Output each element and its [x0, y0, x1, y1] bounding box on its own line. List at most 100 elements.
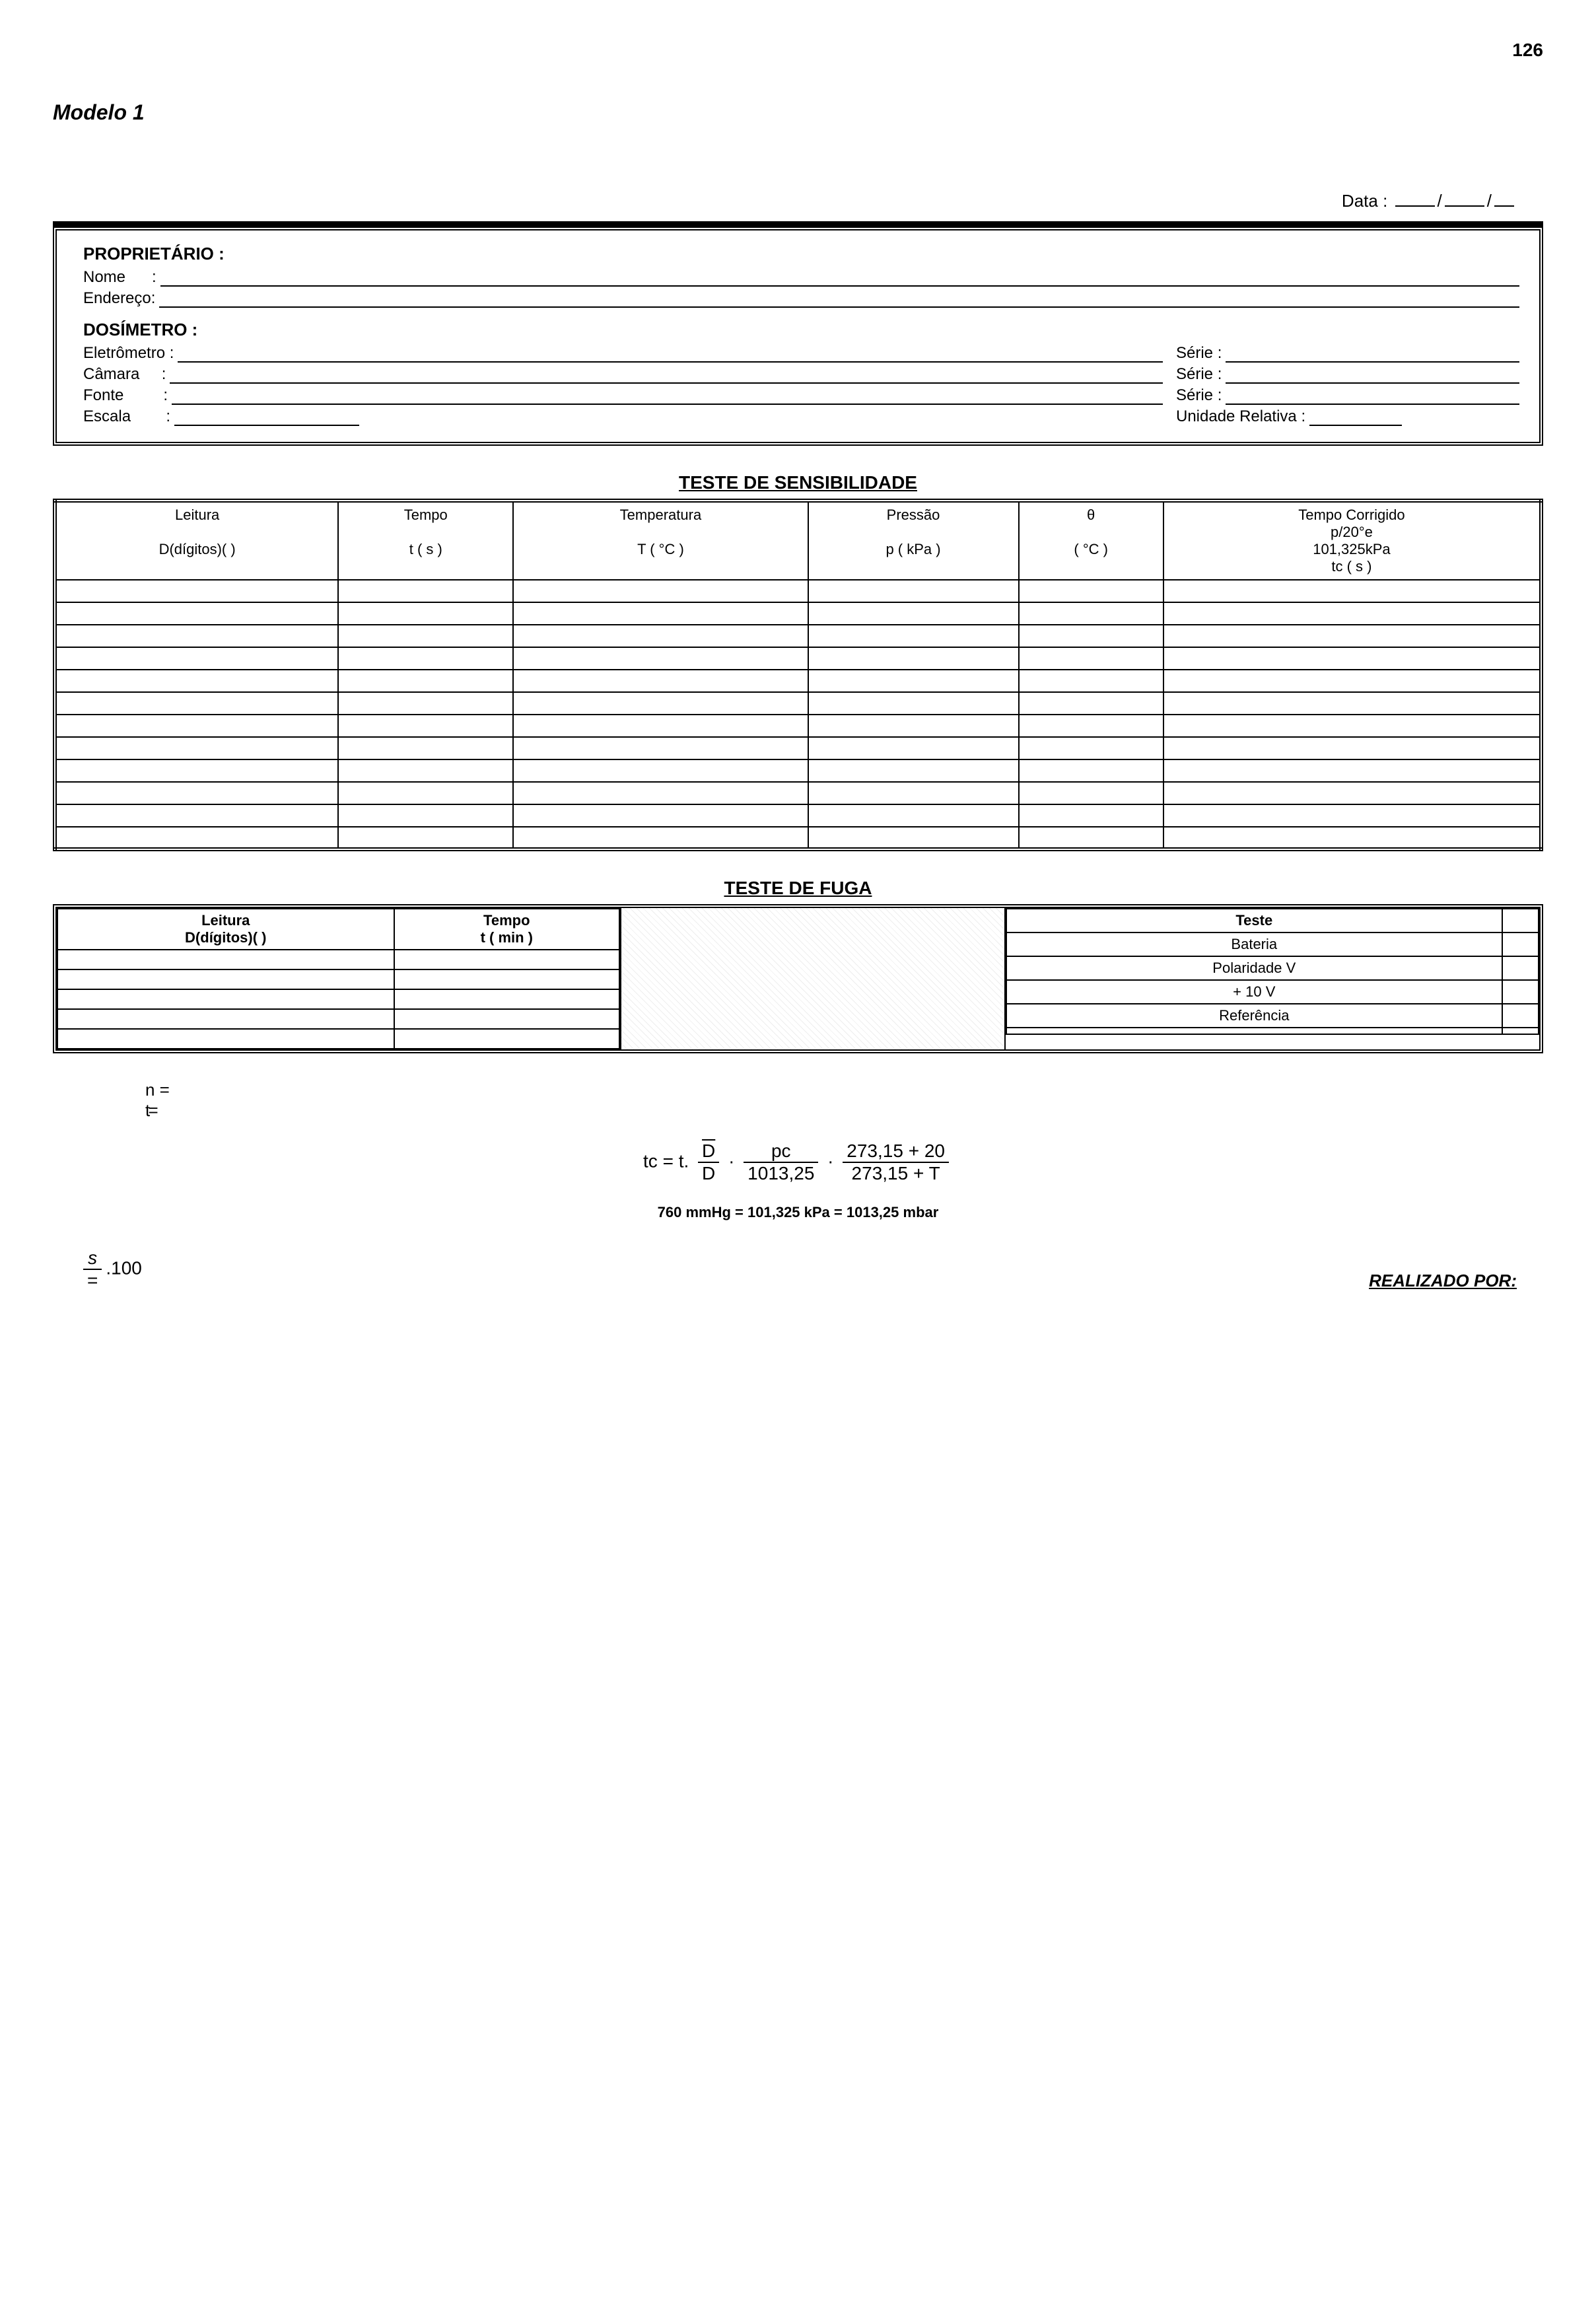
- table-cell[interactable]: [808, 670, 1019, 692]
- table-cell[interactable]: [1019, 737, 1163, 759]
- table-cell[interactable]: [394, 950, 620, 969]
- teste-value[interactable]: [1502, 1004, 1539, 1028]
- table-cell[interactable]: [338, 602, 513, 625]
- teste-value[interactable]: [1502, 980, 1539, 1004]
- table-cell[interactable]: [1019, 647, 1163, 670]
- table-cell[interactable]: [513, 827, 808, 849]
- table-cell[interactable]: [513, 670, 808, 692]
- serie-blank-3[interactable]: [1226, 389, 1519, 405]
- table-cell[interactable]: [513, 580, 808, 602]
- table-cell[interactable]: [808, 827, 1019, 849]
- table-cell[interactable]: [808, 692, 1019, 715]
- table-cell[interactable]: [1163, 692, 1541, 715]
- table-cell[interactable]: [1163, 647, 1541, 670]
- table-cell[interactable]: [1163, 602, 1541, 625]
- table-cell[interactable]: [1163, 715, 1541, 737]
- fonte-blank[interactable]: [172, 389, 1163, 405]
- table-cell[interactable]: [513, 647, 808, 670]
- table-cell[interactable]: [1163, 670, 1541, 692]
- unidade-label: Unidade Relativa :: [1176, 407, 1305, 426]
- table-cell[interactable]: [55, 759, 338, 782]
- table-cell[interactable]: [57, 989, 394, 1009]
- table-cell[interactable]: [55, 625, 338, 647]
- table-cell[interactable]: [55, 580, 338, 602]
- table-cell[interactable]: [57, 950, 394, 969]
- table-row: [57, 969, 619, 989]
- table-cell[interactable]: [338, 715, 513, 737]
- table-cell[interactable]: [394, 1029, 620, 1049]
- table-cell[interactable]: [513, 759, 808, 782]
- table-cell[interactable]: [513, 804, 808, 827]
- table-cell[interactable]: [338, 625, 513, 647]
- table-cell[interactable]: [55, 782, 338, 804]
- table-cell[interactable]: [1019, 759, 1163, 782]
- table-cell[interactable]: [338, 580, 513, 602]
- table-cell[interactable]: [513, 715, 808, 737]
- table-cell[interactable]: [1019, 580, 1163, 602]
- serie-blank-2[interactable]: [1226, 368, 1519, 384]
- table-cell[interactable]: [1019, 827, 1163, 849]
- table-cell[interactable]: [808, 647, 1019, 670]
- teste-value[interactable]: [1502, 1028, 1539, 1034]
- table-cell[interactable]: [57, 1009, 394, 1029]
- table-cell[interactable]: [1163, 782, 1541, 804]
- table-cell[interactable]: [808, 715, 1019, 737]
- camara-blank[interactable]: [170, 368, 1163, 384]
- table-cell[interactable]: [55, 602, 338, 625]
- table-cell[interactable]: [513, 625, 808, 647]
- table-cell[interactable]: [57, 1029, 394, 1049]
- table-cell[interactable]: [338, 759, 513, 782]
- table-cell[interactable]: [55, 647, 338, 670]
- table-cell[interactable]: [1019, 625, 1163, 647]
- table-cell[interactable]: [55, 804, 338, 827]
- table-cell[interactable]: [1163, 625, 1541, 647]
- teste-value[interactable]: [1502, 956, 1539, 980]
- table-cell[interactable]: [55, 715, 338, 737]
- table-cell[interactable]: [1163, 737, 1541, 759]
- table-cell[interactable]: [1163, 804, 1541, 827]
- table-cell[interactable]: [1019, 715, 1163, 737]
- table-cell[interactable]: [57, 969, 394, 989]
- table-cell[interactable]: [338, 737, 513, 759]
- table-cell[interactable]: [338, 827, 513, 849]
- table-cell[interactable]: [513, 737, 808, 759]
- table-cell[interactable]: [1019, 804, 1163, 827]
- table-cell[interactable]: [338, 804, 513, 827]
- table-cell[interactable]: [808, 782, 1019, 804]
- table-cell[interactable]: [394, 989, 620, 1009]
- table-cell[interactable]: [55, 827, 338, 849]
- table-cell[interactable]: [513, 602, 808, 625]
- table-cell[interactable]: [808, 737, 1019, 759]
- table-cell[interactable]: [55, 692, 338, 715]
- table-cell[interactable]: [513, 782, 808, 804]
- table-cell[interactable]: [1019, 602, 1163, 625]
- table-cell[interactable]: [513, 692, 808, 715]
- table-cell[interactable]: [394, 969, 620, 989]
- table-cell[interactable]: [394, 1009, 620, 1029]
- table-cell[interactable]: [808, 804, 1019, 827]
- table-cell[interactable]: [1163, 759, 1541, 782]
- nome-blank[interactable]: [160, 271, 1519, 287]
- table-cell[interactable]: [55, 737, 338, 759]
- table-cell[interactable]: [338, 647, 513, 670]
- table-cell[interactable]: [338, 692, 513, 715]
- table-cell[interactable]: [808, 759, 1019, 782]
- table-cell[interactable]: [338, 670, 513, 692]
- teste-value[interactable]: [1502, 932, 1539, 956]
- table-cell[interactable]: [808, 625, 1019, 647]
- table-cell[interactable]: [1019, 782, 1163, 804]
- table-cell[interactable]: [808, 580, 1019, 602]
- table-cell[interactable]: [1019, 692, 1163, 715]
- table-cell[interactable]: [55, 670, 338, 692]
- table-cell[interactable]: [338, 782, 513, 804]
- escala-blank[interactable]: [174, 410, 359, 426]
- endereco-blank[interactable]: [159, 292, 1519, 308]
- table-row: Referência: [1006, 1004, 1539, 1028]
- table-cell[interactable]: [808, 602, 1019, 625]
- table-cell[interactable]: [1163, 580, 1541, 602]
- table-cell[interactable]: [1019, 670, 1163, 692]
- eletrometro-blank[interactable]: [178, 347, 1163, 363]
- serie-blank-1[interactable]: [1226, 347, 1519, 363]
- table-cell[interactable]: [1163, 827, 1541, 849]
- unidade-blank[interactable]: [1309, 410, 1402, 426]
